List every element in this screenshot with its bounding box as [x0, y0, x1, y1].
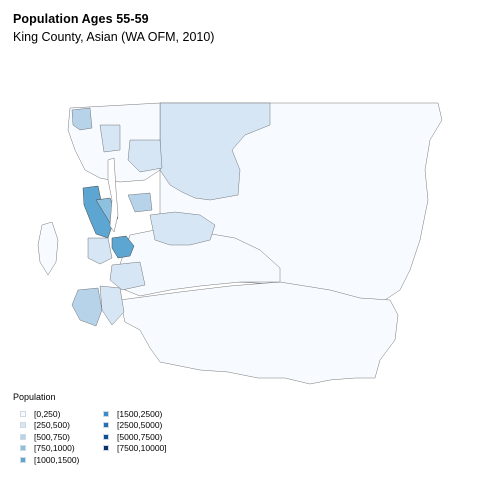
map-subtitle: King County, Asian (WA OFM, 2010) — [13, 30, 215, 44]
legend-item: [1000,1500) — [13, 454, 96, 465]
legend-swatch — [103, 433, 109, 440]
legend-label: [5000,7500) — [117, 431, 163, 442]
region-south[interactable] — [119, 281, 399, 385]
legend-item: [250,500) — [13, 420, 96, 431]
legend-swatch — [103, 410, 109, 417]
region-northwest-2[interactable] — [71, 107, 93, 131]
legend-swatch — [20, 445, 26, 451]
region-northeast[interactable] — [159, 102, 271, 201]
legend-swatch — [103, 445, 109, 451]
region-bellevue[interactable] — [111, 235, 135, 259]
region-south-seattle[interactable] — [87, 237, 113, 265]
region-central-east[interactable] — [149, 211, 216, 246]
lake-washington — [107, 157, 119, 233]
legend: Population [0,250) [250,500) [500,750) [… — [13, 392, 179, 466]
legend-item: [0,250) — [13, 408, 96, 419]
region-southwest-1[interactable] — [71, 287, 103, 327]
legend-label: [1000,1500) — [34, 454, 80, 465]
region-northwest-4[interactable] — [127, 139, 163, 173]
legend-title: Population — [13, 392, 56, 402]
legend-swatch — [20, 422, 26, 428]
legend-item: [1500,2500) — [96, 408, 179, 419]
region-southwest-2[interactable] — [99, 285, 125, 326]
legend-label: [0,250) — [34, 408, 61, 419]
region-north-5[interactable] — [127, 192, 153, 213]
legend-swatch — [20, 410, 26, 417]
legend-swatch — [103, 422, 109, 428]
legend-label: [250,500) — [34, 420, 70, 430]
map-title: Population Ages 55-59 — [13, 12, 149, 26]
legend-item: [2500,5000) — [96, 420, 179, 431]
legend-item: [750,1000) — [13, 443, 96, 454]
region-northwest-3[interactable] — [99, 124, 121, 153]
region-vashon[interactable] — [37, 221, 59, 276]
legend-column-1: [0,250) [250,500) [500,750) [750,1000) [… — [13, 408, 96, 466]
legend-label: [750,1000) — [34, 443, 75, 453]
legend-item: [500,750) — [13, 431, 96, 442]
legend-item: [7500,10000] — [96, 443, 179, 454]
region-south-mid[interactable] — [109, 261, 146, 291]
legend-swatch — [20, 433, 26, 440]
legend-label: [2500,5000) — [117, 420, 163, 430]
legend-column-2: [1500,2500) [2500,5000) [5000,7500) [750… — [96, 408, 179, 466]
legend-item: [5000,7500) — [96, 431, 179, 442]
legend-label: [500,750) — [34, 431, 70, 442]
legend-label: [7500,10000] — [117, 443, 167, 453]
legend-label: [1500,2500) — [117, 408, 163, 419]
legend-swatch — [20, 456, 26, 463]
